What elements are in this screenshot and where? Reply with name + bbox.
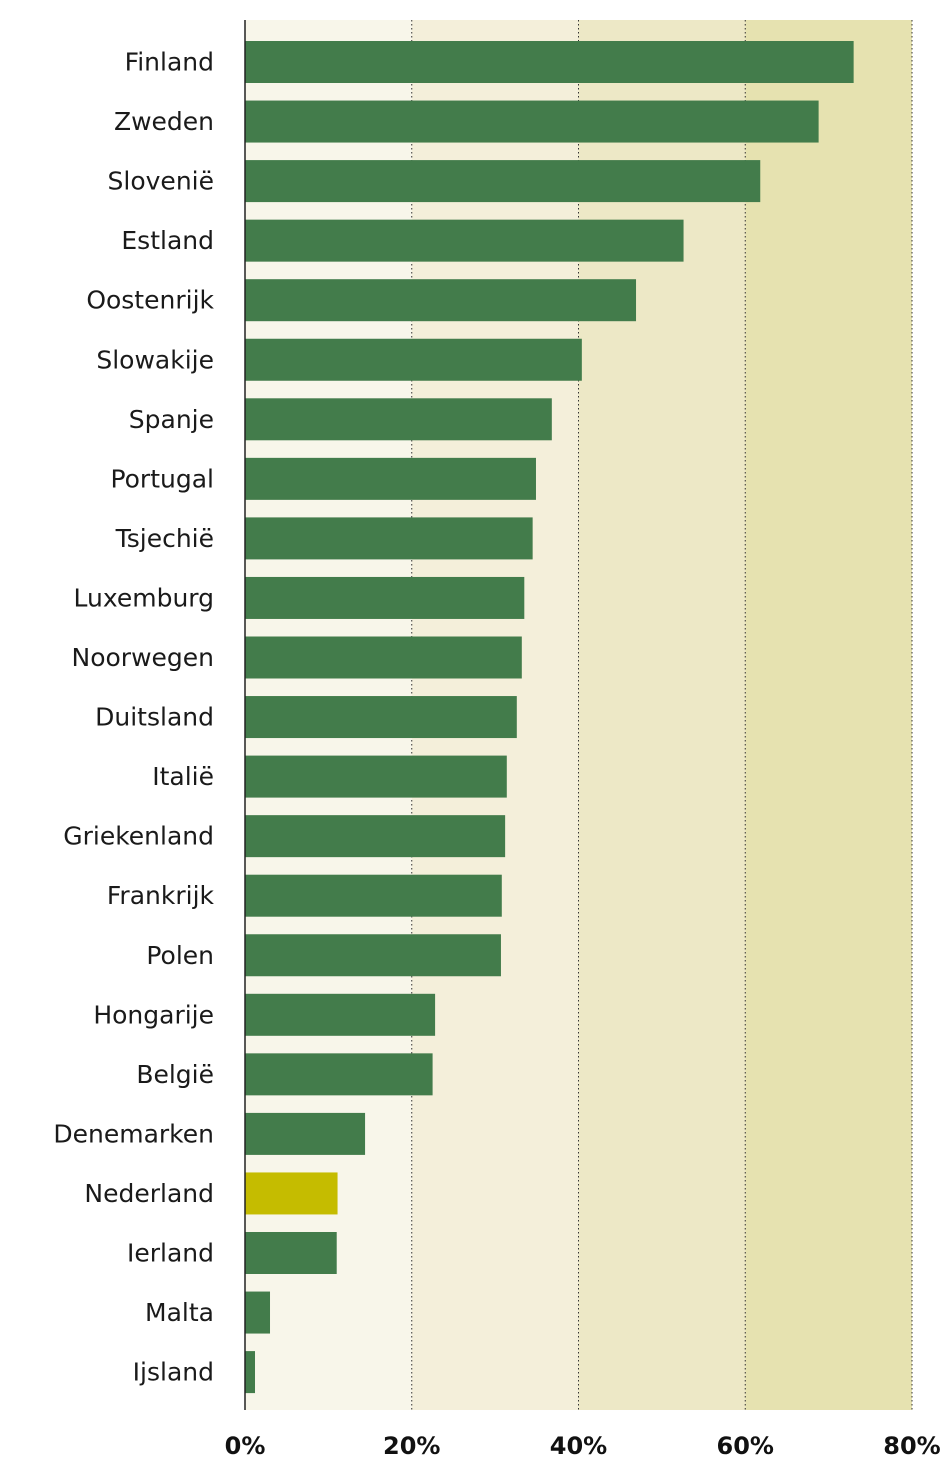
category-label: Malta bbox=[145, 1298, 214, 1327]
category-label: Denemarken bbox=[53, 1119, 214, 1148]
bar-spanje bbox=[245, 398, 552, 441]
bars bbox=[245, 41, 854, 1394]
category-label: Griekenland bbox=[63, 822, 214, 851]
category-label: Ierland bbox=[127, 1239, 214, 1268]
category-label: Zweden bbox=[114, 107, 214, 136]
category-label: Estland bbox=[121, 226, 214, 255]
x-tick-label: 0% bbox=[225, 1432, 266, 1459]
x-tick-label: 40% bbox=[550, 1432, 607, 1459]
category-label: Duitsland bbox=[95, 703, 214, 732]
x-tick-label: 60% bbox=[717, 1432, 774, 1459]
bar-nederland bbox=[245, 1172, 338, 1215]
category-label: Ijsland bbox=[133, 1358, 214, 1387]
bar-ierland bbox=[245, 1232, 337, 1274]
bar-griekenland bbox=[245, 815, 506, 858]
background-band bbox=[745, 20, 912, 1410]
bar-denemarken bbox=[245, 1112, 366, 1155]
category-label: Tsjechië bbox=[115, 524, 214, 553]
bar-ijsland bbox=[245, 1351, 256, 1394]
bar-slowakije bbox=[245, 338, 582, 381]
bar-slovenië bbox=[245, 160, 761, 203]
bar-finland bbox=[245, 41, 854, 83]
category-label: Italië bbox=[152, 762, 214, 791]
bar-hongarije bbox=[245, 993, 436, 1036]
x-tick-label: 80% bbox=[883, 1432, 940, 1459]
x-tick-labels: 0% 20% 40% 60% 80% bbox=[225, 1432, 941, 1459]
bar-frankrijk bbox=[245, 874, 502, 917]
category-label: Slovenië bbox=[108, 167, 214, 196]
bar-belgië bbox=[245, 1053, 433, 1096]
category-label: België bbox=[136, 1060, 214, 1089]
category-label: Spanje bbox=[129, 405, 214, 434]
bar-polen bbox=[245, 934, 501, 977]
category-label: Portugal bbox=[110, 464, 214, 493]
category-label: Nederland bbox=[84, 1179, 214, 1208]
bar-italië bbox=[245, 755, 507, 798]
bar-zweden bbox=[245, 100, 819, 143]
bar-portugal bbox=[245, 457, 536, 500]
bar-noorwegen bbox=[245, 636, 522, 679]
bar-malta bbox=[245, 1291, 271, 1334]
bar-oostenrijk bbox=[245, 279, 637, 322]
x-tick-label: 20% bbox=[383, 1432, 440, 1459]
bar-tsjechië bbox=[245, 517, 533, 560]
category-label: Finland bbox=[125, 48, 214, 77]
bar-luxemburg bbox=[245, 576, 525, 619]
bar-estland bbox=[245, 219, 684, 262]
category-label: Oostenrijk bbox=[86, 286, 214, 315]
category-label: Noorwegen bbox=[72, 643, 215, 672]
category-label: Hongarije bbox=[93, 1000, 214, 1029]
category-labels: Finland Zweden Slovenië Estland Oostenrijk Sl… bbox=[53, 48, 214, 1387]
category-label: Frankrijk bbox=[107, 881, 215, 910]
category-label: Luxemburg bbox=[73, 583, 214, 612]
category-label: Polen bbox=[146, 941, 214, 970]
bar-duitsland bbox=[245, 696, 517, 739]
category-label: Slowakije bbox=[96, 345, 214, 374]
